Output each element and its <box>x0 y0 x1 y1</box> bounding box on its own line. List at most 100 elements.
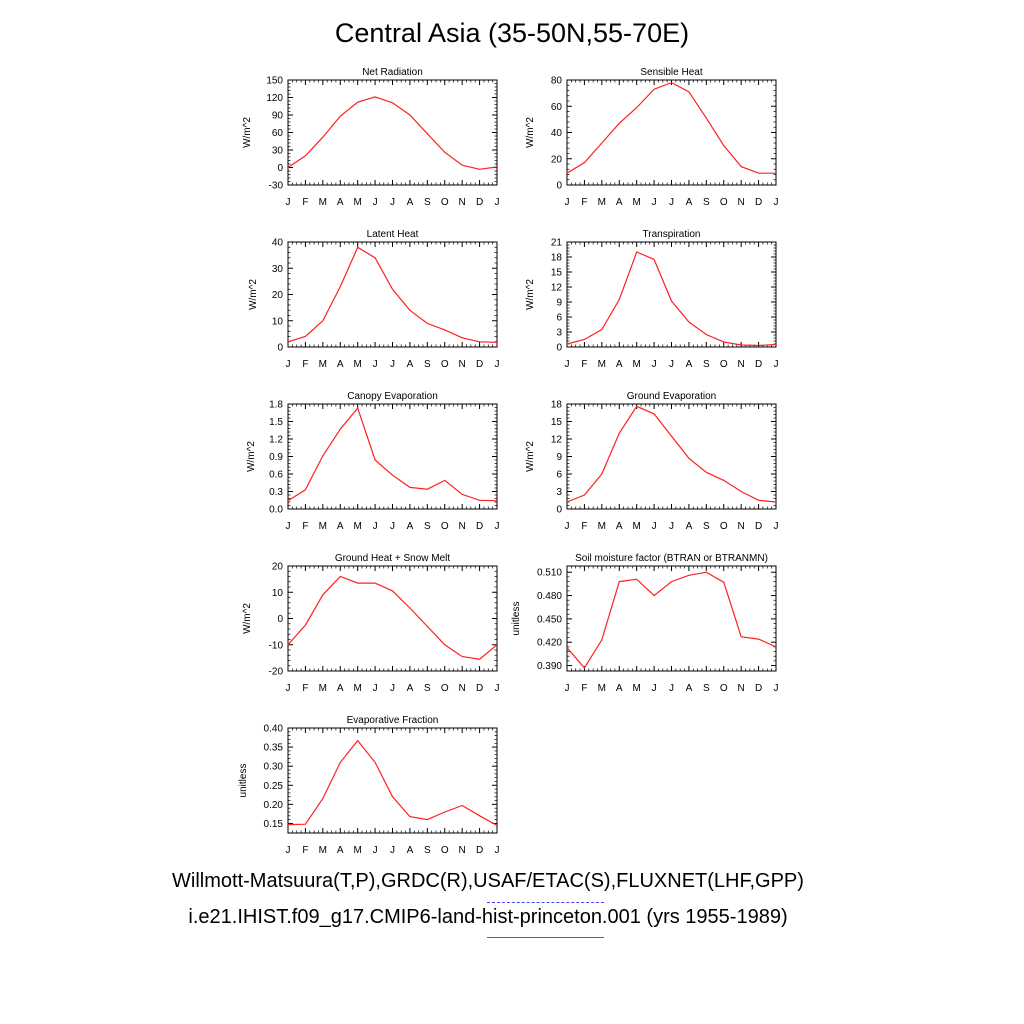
ground-evaporation-xtick-label: J <box>669 521 674 532</box>
sensible-heat-ytick-label: 60 <box>551 102 563 113</box>
ground-evaporation-series-line <box>566 405 777 503</box>
transpiration-xtick-label: J <box>774 359 779 370</box>
latent-heat-xtick-label: O <box>441 359 449 370</box>
soil-moisture-factor-btran-or-btranmn-xtick-label: D <box>755 683 762 694</box>
ground-heat-snow-melt-ytick-label: 10 <box>272 588 284 599</box>
transpiration-ytick-label: 3 <box>556 328 562 339</box>
net-radiation-ytick-label: -30 <box>269 181 284 192</box>
legend-model-label: i.e21.IHIST.f09_g17.CMIP6-land-hist-prin… <box>188 906 788 928</box>
evaporative-fraction-xtick-label: D <box>476 845 483 856</box>
transpiration-xtick-label: M <box>632 359 640 370</box>
soil-moisture-factor-btran-or-btranmn-xtick-label: A <box>686 683 693 694</box>
canopy-evaporation-frame <box>287 403 498 510</box>
ground-heat-snow-melt-xtick-label: N <box>459 683 466 694</box>
sensible-heat-ylabel: W/m^2 <box>525 117 536 148</box>
canopy-evaporation-ytick-label: 0.3 <box>269 487 283 498</box>
sensible-heat-xtick-label: A <box>616 197 623 208</box>
soil-moisture-factor-btran-or-btranmn-xtick-label: M <box>598 683 606 694</box>
latent-heat-xtick-label: S <box>424 359 431 370</box>
evaporative-fraction-xtick-label: A <box>337 845 344 856</box>
canopy-evaporation-ytick-label: 1.5 <box>269 417 283 428</box>
canopy-evaporation-xtick-label: J <box>390 521 395 532</box>
net-radiation-xtick-label: N <box>459 197 466 208</box>
latent-heat-ytick-label: 20 <box>272 290 284 301</box>
latent-heat-ytick-label: 40 <box>272 238 284 249</box>
latent-heat-xtick-label: J <box>390 359 395 370</box>
net-radiation-xtick-label: F <box>302 197 308 208</box>
net-radiation-frame <box>287 79 498 186</box>
ground-evaporation-ylabel: W/m^2 <box>525 441 536 472</box>
ground-evaporation-ytick-label: 12 <box>551 435 563 446</box>
transpiration-xtick-label: A <box>616 359 623 370</box>
transpiration-xtick-label: S <box>703 359 710 370</box>
canopy-evaporation-xtick-label: O <box>441 521 449 532</box>
canopy-evaporation-xtick-label: S <box>424 521 431 532</box>
ground-evaporation-xtick-label: M <box>632 521 640 532</box>
transpiration-ytick-label: 12 <box>551 283 563 294</box>
net-radiation-xtick-label: M <box>319 197 327 208</box>
transpiration-xtick-label: J <box>565 359 570 370</box>
ground-heat-snow-melt-xtick-label: S <box>424 683 431 694</box>
evaporative-fraction-xtick-label: M <box>353 845 361 856</box>
evaporative-fraction-title: Evaporative Fraction <box>347 715 439 726</box>
transpiration-xtick-label: J <box>669 359 674 370</box>
ground-evaporation-xtick-label: N <box>738 521 745 532</box>
ground-heat-snow-melt-ytick-label: 0 <box>277 614 283 625</box>
soil-moisture-factor-btran-or-btranmn-xtick-label: F <box>581 683 587 694</box>
sensible-heat-xtick-label: J <box>669 197 674 208</box>
ground-evaporation-xtick-label: O <box>720 521 728 532</box>
net-radiation-ytick-label: 60 <box>272 128 284 139</box>
latent-heat-ylabel: W/m^2 <box>248 279 259 310</box>
soil-moisture-factor-btran-or-btranmn-xtick-label: J <box>774 683 779 694</box>
sensible-heat-xtick-label: J <box>565 197 570 208</box>
ground-heat-snow-melt-xtick-label: O <box>441 683 449 694</box>
canopy-evaporation-xtick-label: A <box>337 521 344 532</box>
sensible-heat-series-line <box>566 81 776 174</box>
ground-heat-snow-melt-xtick-label: A <box>337 683 344 694</box>
transpiration-xtick-label: O <box>720 359 728 370</box>
transpiration-xtick-label: D <box>755 359 762 370</box>
transpiration-ytick-label: 6 <box>556 313 562 324</box>
soil-moisture-factor-btran-or-btranmn-panel: Soil moisture factor (BTRAN or BTRANMN) J… <box>511 553 779 694</box>
evaporative-fraction-xtick-label: M <box>319 845 327 856</box>
evaporative-fraction-xtick-label: J <box>286 845 291 856</box>
canopy-evaporation-xtick-label: D <box>476 521 483 532</box>
ground-heat-snow-melt-xtick-label: M <box>353 683 361 694</box>
ground-evaporation-xtick-label: F <box>581 521 587 532</box>
soil-moisture-factor-btran-or-btranmn-ylabel: unitless <box>511 602 522 636</box>
transpiration-xtick-label: M <box>598 359 606 370</box>
soil-moisture-factor-btran-or-btranmn-ytick-label: 0.450 <box>537 614 562 625</box>
evaporative-fraction-xtick-label: F <box>302 845 308 856</box>
ground-evaporation-ytick-label: 18 <box>551 400 563 411</box>
net-radiation-ytick-label: 90 <box>272 111 284 122</box>
sensible-heat-ytick-label: 40 <box>551 128 563 139</box>
latent-heat-ytick-label: 0 <box>277 343 283 354</box>
ground-heat-snow-melt-title: Ground Heat + Snow Melt <box>335 553 451 564</box>
transpiration-ytick-label: 21 <box>551 238 563 249</box>
ground-evaporation-ytick-label: 6 <box>556 470 562 481</box>
figure-title: Central Asia (35-50N,55-70E) <box>334 18 690 48</box>
latent-heat-frame <box>287 241 498 348</box>
soil-moisture-factor-btran-or-btranmn-xtick-label: A <box>616 683 623 694</box>
latent-heat-title: Latent Heat <box>367 229 419 240</box>
ground-evaporation-xtick-label: D <box>755 521 762 532</box>
ground-heat-snow-melt-xtick-label: M <box>319 683 327 694</box>
evaporative-fraction-xtick-label: O <box>441 845 449 856</box>
legend-model-solid-line <box>487 937 604 938</box>
canopy-evaporation-ylabel: W/m^2 <box>246 441 257 472</box>
evaporative-fraction-ytick-label: 0.30 <box>264 762 284 773</box>
sensible-heat-ytick-label: 0 <box>556 181 562 192</box>
evaporative-fraction-ylabel: unitless <box>238 764 249 798</box>
latent-heat-series-line <box>287 246 498 343</box>
evaporative-fraction-xtick-label: J <box>390 845 395 856</box>
evaporative-fraction-xtick-label: J <box>495 845 500 856</box>
sensible-heat-frame <box>566 79 777 186</box>
sensible-heat-xtick-label: M <box>632 197 640 208</box>
evaporative-fraction-frame <box>287 727 498 834</box>
ground-evaporation-ytick-label: 0 <box>556 505 562 516</box>
